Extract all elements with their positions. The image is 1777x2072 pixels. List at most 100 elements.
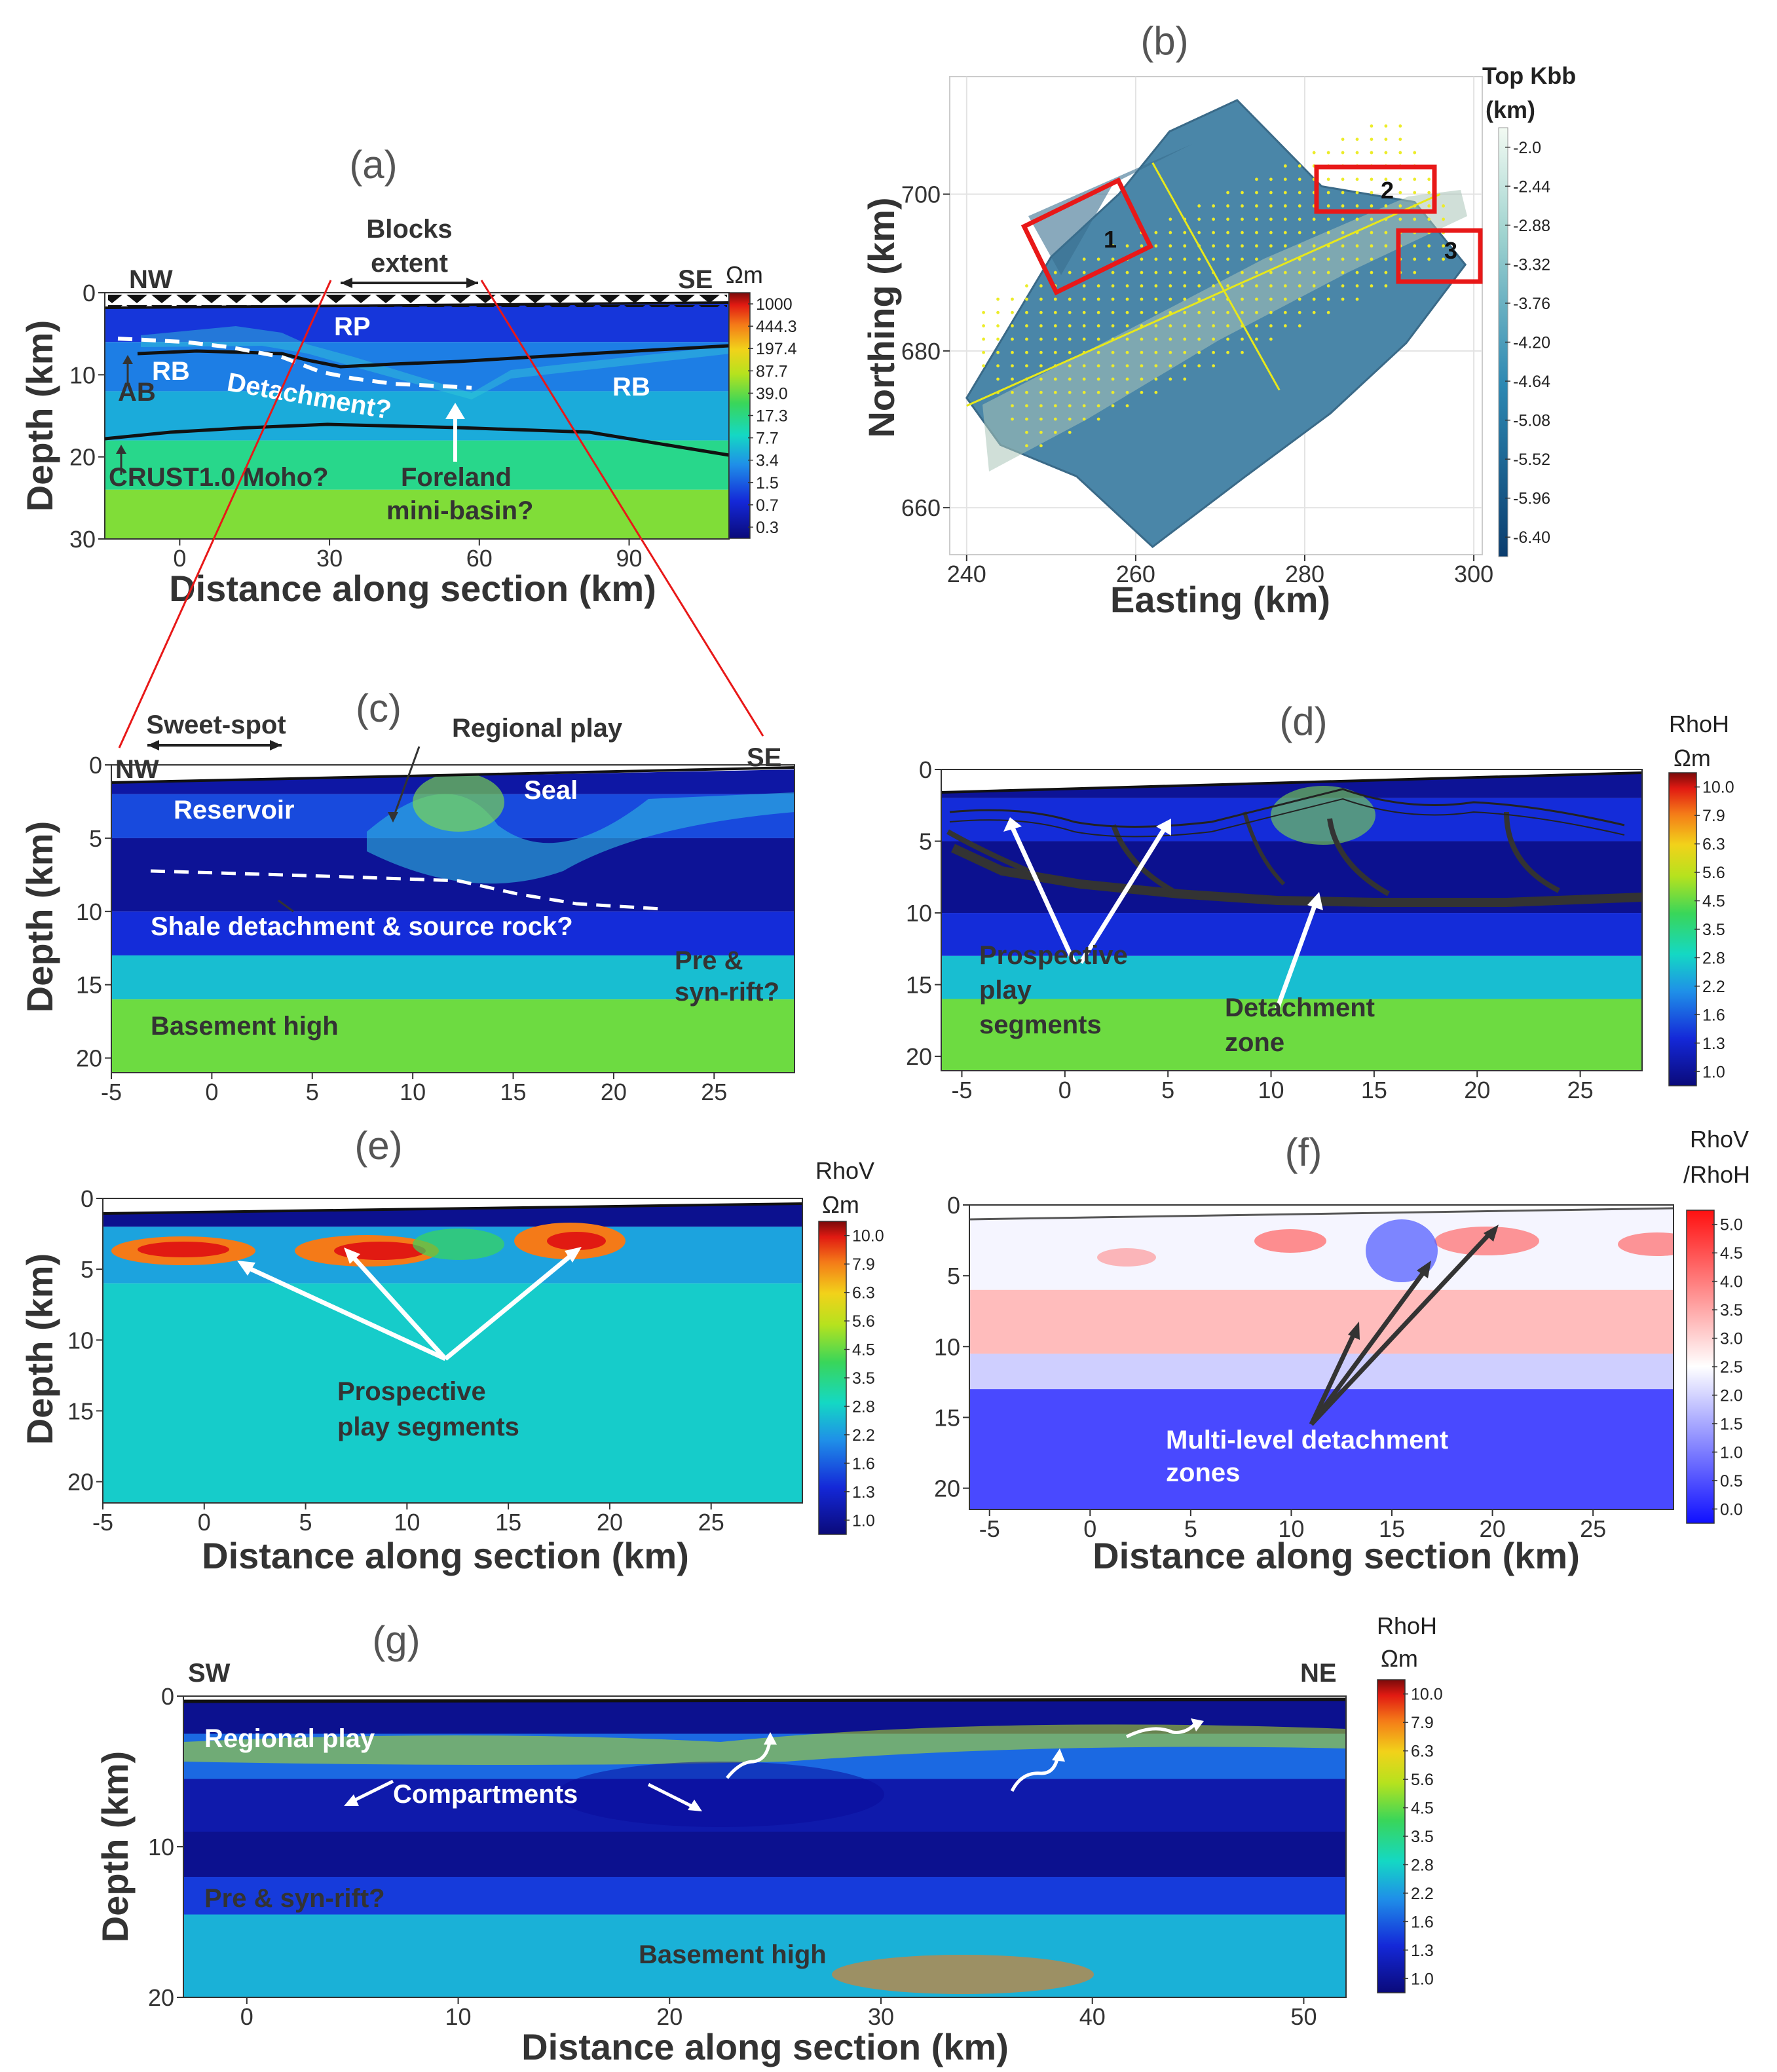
colorbar-label: 7.9 bbox=[852, 1255, 875, 1274]
receiver-dot bbox=[1226, 217, 1229, 221]
x-axis-label-g: Distance along section (km) bbox=[521, 2026, 1009, 2067]
receiver-dot bbox=[1269, 284, 1273, 287]
receiver-dot bbox=[1111, 284, 1115, 287]
receiver-dot bbox=[1183, 244, 1187, 248]
receiver-dot bbox=[1298, 310, 1301, 314]
x-tick-label: 20 bbox=[1480, 1515, 1506, 1542]
panel-f-plot-area bbox=[969, 1205, 1674, 1509]
colorbar-label: 1000 bbox=[756, 295, 793, 314]
receiver-dot bbox=[1255, 244, 1258, 248]
receiver-dot bbox=[1370, 284, 1374, 287]
receiver-dot bbox=[1125, 390, 1129, 394]
ann-e-prospective: Prospective bbox=[337, 1377, 486, 1406]
receiver-dot bbox=[1384, 257, 1388, 261]
colorbar-label: 10.0 bbox=[1702, 779, 1734, 797]
receiver-dot bbox=[1212, 297, 1216, 301]
receiver-dot bbox=[1355, 177, 1359, 181]
colorbar-label: 7.9 bbox=[1411, 1714, 1434, 1732]
colorbar-label: -2.88 bbox=[1513, 217, 1550, 235]
colorbar-label: 6.3 bbox=[1411, 1743, 1434, 1761]
receiver-dot bbox=[1212, 324, 1216, 327]
receiver-dot bbox=[1370, 204, 1374, 208]
colorbar-title-b-1: Top Kbb bbox=[1482, 62, 1576, 89]
y-tick-label: 0 bbox=[947, 1192, 960, 1219]
colorbar-label: 1.0 bbox=[1411, 1970, 1434, 1988]
panel-label-b: (b) bbox=[1140, 19, 1188, 63]
receiver-dot bbox=[1053, 297, 1057, 301]
colorbar-title-f-2: /RhoH bbox=[1683, 1161, 1750, 1188]
x-tick-label: 15 bbox=[1361, 1077, 1387, 1103]
receiver-dot bbox=[1125, 270, 1129, 274]
receiver-dot bbox=[1398, 177, 1402, 181]
receiver-dot bbox=[1082, 404, 1086, 408]
receiver-dot bbox=[1197, 324, 1201, 327]
receiver-dot bbox=[1154, 324, 1158, 327]
receiver-dot bbox=[1298, 297, 1301, 301]
receiver-dot bbox=[1154, 310, 1158, 314]
y-tick-label: 20 bbox=[69, 444, 96, 471]
receiver-dot bbox=[1269, 310, 1273, 314]
receiver-dot bbox=[1096, 377, 1100, 381]
receiver-dot bbox=[1355, 204, 1359, 208]
receiver-dot bbox=[1183, 364, 1187, 367]
colorbar-title-d-1: RhoH bbox=[1669, 711, 1729, 737]
receiver-dot bbox=[1169, 257, 1172, 261]
ann-c-nw: NW bbox=[115, 755, 159, 784]
receiver-dot bbox=[1169, 350, 1172, 354]
receiver-dot bbox=[1283, 177, 1287, 181]
receiver-dot bbox=[1096, 310, 1100, 314]
y-tick-label: 0 bbox=[161, 1683, 174, 1710]
receiver-dot bbox=[1442, 244, 1446, 248]
x-tick-label: 20 bbox=[597, 1509, 623, 1536]
colorbar-label: -6.40 bbox=[1513, 528, 1550, 547]
ann-d-segments: segments bbox=[979, 1010, 1102, 1039]
receiver-dot bbox=[1212, 217, 1216, 221]
receiver-dot bbox=[1053, 430, 1057, 434]
receiver-dot bbox=[1197, 350, 1201, 354]
receiver-dot bbox=[982, 337, 986, 341]
colorbar-title-a: Ωm bbox=[726, 261, 763, 288]
receiver-dot bbox=[1283, 244, 1287, 248]
receiver-dot bbox=[1140, 337, 1144, 341]
receiver-dot bbox=[1096, 404, 1100, 408]
panel-g-y-ticks: 0 10 20 bbox=[148, 1683, 183, 2011]
receiver-dot bbox=[1096, 337, 1100, 341]
colorbar-label: 1.3 bbox=[1411, 1942, 1434, 1960]
colorbar-labels-e: 10.0 7.9 6.3 5.6 4.5 3.5 2.8 2.2 1.6 1.3 1.0 bbox=[844, 1227, 884, 1530]
receiver-dot bbox=[996, 337, 1000, 341]
receiver-dot bbox=[1269, 297, 1273, 301]
receiver-dot bbox=[1125, 324, 1129, 327]
y-tick-label: 700 bbox=[901, 181, 941, 208]
y-tick-label: 10 bbox=[76, 898, 102, 925]
colorbar-labels-f: 5.0 4.5 4.0 3.5 3.0 2.5 2.0 1.5 1.0 0.5 0.0 bbox=[1712, 1216, 1743, 1519]
receiver-dot bbox=[1341, 284, 1345, 287]
receiver-dot bbox=[1370, 257, 1374, 261]
receiver-dot bbox=[1125, 310, 1129, 314]
ann-a-moho: CRUST1.0 Moho? bbox=[109, 463, 329, 492]
y-tick-label: 0 bbox=[89, 752, 102, 779]
colorbar-label: -5.96 bbox=[1513, 490, 1550, 508]
receiver-dot bbox=[1312, 217, 1316, 221]
y-tick-label: 5 bbox=[81, 1256, 94, 1283]
survey-receivers bbox=[982, 124, 1446, 448]
receiver-dot bbox=[1082, 284, 1086, 287]
receiver-dot bbox=[1370, 138, 1374, 141]
receiver-dot bbox=[1183, 310, 1187, 314]
panel-label-e: (e) bbox=[354, 1124, 402, 1168]
receiver-dot bbox=[1212, 337, 1216, 341]
receiver-dot bbox=[1413, 270, 1417, 274]
receiver-dot bbox=[1011, 350, 1014, 354]
y-tick-label: 0 bbox=[919, 756, 932, 783]
receiver-dot bbox=[1355, 217, 1359, 221]
receiver-dot bbox=[1241, 297, 1244, 301]
receiver-dot bbox=[1111, 297, 1115, 301]
colorbar-label: 2.5 bbox=[1720, 1358, 1743, 1377]
receiver-dot bbox=[1241, 257, 1244, 261]
receiver-dot bbox=[1068, 310, 1072, 314]
colorbar-label: -5.08 bbox=[1513, 412, 1550, 430]
receiver-dot bbox=[1298, 191, 1301, 194]
colorbar-label: 2.2 bbox=[852, 1426, 875, 1445]
receiver-dot bbox=[1154, 364, 1158, 367]
receiver-dot bbox=[1226, 350, 1229, 354]
receiver-dot bbox=[1183, 324, 1187, 327]
